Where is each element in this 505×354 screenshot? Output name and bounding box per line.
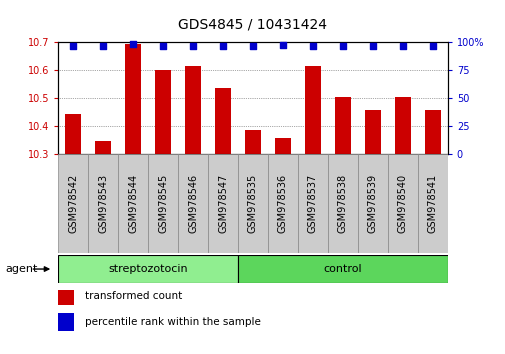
Bar bbox=[125, 44, 141, 154]
Bar bbox=[304, 66, 321, 154]
Text: GSM978540: GSM978540 bbox=[397, 174, 407, 233]
FancyBboxPatch shape bbox=[268, 154, 297, 253]
Point bbox=[338, 43, 346, 48]
FancyBboxPatch shape bbox=[237, 255, 447, 283]
FancyBboxPatch shape bbox=[237, 154, 268, 253]
Bar bbox=[58, 287, 74, 305]
FancyBboxPatch shape bbox=[58, 255, 237, 283]
Text: streptozotocin: streptozotocin bbox=[108, 264, 187, 274]
Bar bbox=[364, 110, 380, 154]
Text: agent: agent bbox=[5, 264, 37, 274]
Point bbox=[368, 43, 376, 48]
Point bbox=[398, 43, 406, 48]
Text: GDS4845 / 10431424: GDS4845 / 10431424 bbox=[178, 18, 327, 32]
FancyBboxPatch shape bbox=[118, 154, 148, 253]
Bar bbox=[65, 114, 81, 154]
Bar bbox=[274, 138, 291, 154]
Point bbox=[99, 43, 107, 48]
FancyBboxPatch shape bbox=[88, 154, 118, 253]
FancyBboxPatch shape bbox=[417, 154, 447, 253]
Point bbox=[278, 42, 286, 47]
Bar bbox=[214, 88, 231, 154]
Text: percentile rank within the sample: percentile rank within the sample bbox=[85, 316, 261, 327]
Bar bbox=[95, 141, 111, 154]
Bar bbox=[394, 97, 410, 154]
Text: GSM978544: GSM978544 bbox=[128, 174, 138, 233]
FancyBboxPatch shape bbox=[148, 154, 178, 253]
FancyBboxPatch shape bbox=[357, 154, 387, 253]
Point bbox=[189, 43, 197, 48]
FancyBboxPatch shape bbox=[58, 154, 88, 253]
Point bbox=[69, 43, 77, 48]
Text: GSM978547: GSM978547 bbox=[218, 174, 228, 233]
Text: GSM978539: GSM978539 bbox=[367, 174, 377, 233]
Point bbox=[159, 43, 167, 48]
Text: GSM978536: GSM978536 bbox=[277, 174, 287, 233]
Bar bbox=[244, 130, 261, 154]
Point bbox=[308, 43, 316, 48]
Text: GSM978542: GSM978542 bbox=[68, 174, 78, 233]
Bar bbox=[58, 313, 74, 331]
Point bbox=[129, 41, 137, 46]
Text: GSM978543: GSM978543 bbox=[98, 174, 108, 233]
Text: GSM978538: GSM978538 bbox=[337, 174, 347, 233]
Point bbox=[219, 43, 227, 48]
Text: GSM978545: GSM978545 bbox=[158, 174, 168, 233]
Bar bbox=[334, 97, 350, 154]
FancyBboxPatch shape bbox=[387, 154, 417, 253]
Text: GSM978537: GSM978537 bbox=[308, 174, 317, 233]
FancyBboxPatch shape bbox=[178, 154, 208, 253]
Bar bbox=[184, 66, 201, 154]
FancyBboxPatch shape bbox=[327, 154, 357, 253]
FancyBboxPatch shape bbox=[297, 154, 327, 253]
Bar bbox=[155, 70, 171, 154]
FancyBboxPatch shape bbox=[208, 154, 237, 253]
Text: transformed count: transformed count bbox=[85, 291, 182, 301]
Text: GSM978541: GSM978541 bbox=[427, 174, 437, 233]
Bar bbox=[424, 110, 440, 154]
Point bbox=[248, 43, 257, 48]
Text: GSM978546: GSM978546 bbox=[188, 174, 197, 233]
Text: control: control bbox=[323, 264, 362, 274]
Point bbox=[428, 43, 436, 48]
Text: GSM978535: GSM978535 bbox=[247, 174, 258, 233]
